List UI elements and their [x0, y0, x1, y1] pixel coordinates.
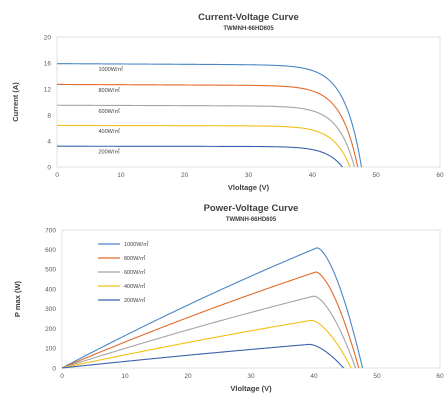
series-line: [61, 343, 345, 369]
y-tick-label: 8: [47, 112, 51, 119]
y-tick-label: 100: [45, 346, 56, 353]
y-tick-label: 500: [45, 267, 56, 274]
current-voltage-chart: Current-Voltage Curve TWMNH-66HD605 Vlolta…: [11, 12, 444, 192]
x-tick-label: 10: [117, 172, 125, 179]
x-tick-label: 20: [181, 172, 189, 179]
y-tick-label: 600: [45, 247, 56, 254]
chart-title: Power-Voltage Curve: [204, 203, 299, 214]
x-tick-label: 40: [309, 172, 317, 179]
x-tick-label: 30: [247, 373, 255, 380]
plot-area: [56, 36, 441, 168]
x-tick-label: 60: [436, 172, 444, 179]
chart-subtitle: TWMNH-66HD605: [226, 217, 277, 223]
x-tick-label: 0: [60, 373, 64, 380]
y-tick-label: 20: [44, 34, 52, 41]
legend-label: 200W/㎡: [124, 296, 146, 304]
power-voltage-chart: Power-Voltage Curve TWMNH-66HD605 Vloltage…: [13, 203, 444, 393]
x-tick-label: 50: [373, 373, 381, 380]
y-tick-label: 16: [44, 60, 52, 67]
y-tick-label: 0: [52, 365, 56, 372]
legend-label: 1000W/㎡: [124, 240, 149, 248]
x-tick-label: 50: [373, 172, 381, 179]
x-tick-label: 10: [121, 373, 129, 380]
y-tick-label: 300: [45, 306, 56, 313]
x-tick-label: 60: [436, 373, 444, 380]
series-line: [56, 63, 363, 168]
series-line: [61, 247, 364, 369]
legend-label: 600W/㎡: [124, 268, 146, 276]
y-tick-label: 4: [47, 138, 51, 145]
plot-area: [61, 229, 441, 369]
y-axis-title: Current (A): [11, 82, 20, 122]
series-line: [61, 271, 360, 369]
x-tick-label: 30: [245, 172, 253, 179]
y-axis-title: P max (W): [13, 280, 22, 317]
x-tick-label: 0: [55, 172, 59, 179]
curve-label: 800W/㎡: [98, 86, 120, 94]
y-tick-label: 12: [44, 86, 52, 93]
curve-label: 1000W/㎡: [98, 65, 123, 73]
x-axis-title: Vloltage (V): [228, 183, 270, 192]
legend-label: 800W/㎡: [124, 254, 146, 262]
chart-title: Current-Voltage Curve: [198, 12, 299, 23]
legend-label: 400W/㎡: [124, 282, 146, 290]
series-line: [57, 124, 351, 168]
series-line: [61, 319, 352, 369]
y-tick-label: 200: [45, 326, 56, 333]
y-tick-label: 400: [45, 286, 56, 293]
x-tick-label: 40: [310, 373, 318, 380]
curve-label: 600W/㎡: [98, 107, 120, 115]
series-line: [61, 295, 357, 369]
y-tick-label: 0: [47, 164, 51, 171]
x-axis-title: Vloltage (V): [230, 384, 272, 393]
series-line: [56, 104, 355, 168]
chart-subtitle: TWMNH-66HD605: [223, 26, 274, 32]
curve-label: 200W/㎡: [98, 148, 120, 156]
curve-label: 400W/㎡: [98, 127, 120, 135]
series-line: [56, 83, 359, 168]
y-tick-label: 700: [45, 227, 56, 234]
series-line: [57, 145, 343, 168]
x-tick-label: 20: [184, 373, 192, 380]
